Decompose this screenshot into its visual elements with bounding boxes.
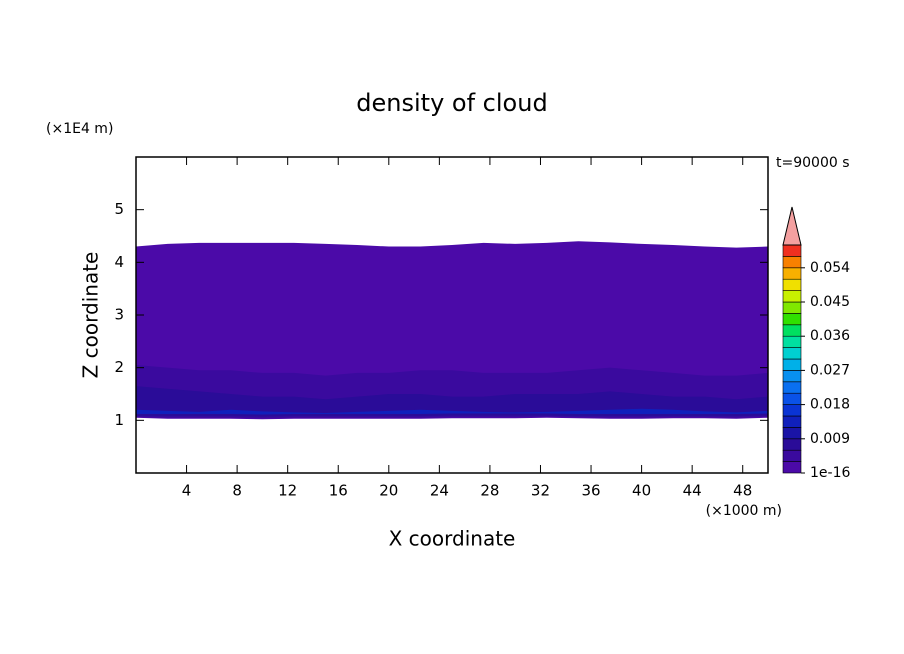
x-tick-label: 48 bbox=[733, 482, 752, 500]
y-axis-label: Z coordinate bbox=[79, 252, 103, 379]
colorbar-level bbox=[782, 256, 802, 269]
contour-fill bbox=[136, 408, 768, 415]
colorbar-level bbox=[782, 392, 802, 405]
x-tick-label: 28 bbox=[480, 482, 499, 500]
y-tick-label: 1 bbox=[114, 411, 124, 429]
colorbar-level bbox=[782, 290, 802, 303]
colorbar-level bbox=[782, 415, 802, 428]
colorbar-label: 0.054 bbox=[810, 260, 850, 276]
colorbar-level bbox=[782, 427, 802, 440]
colorbar-level bbox=[782, 381, 802, 394]
y-tick-label: 5 bbox=[114, 200, 124, 218]
colorbar-label: 0.027 bbox=[810, 362, 850, 378]
time-label: t=90000 s bbox=[776, 155, 850, 171]
x-tick-label: 4 bbox=[182, 482, 192, 500]
colorbar-level bbox=[782, 267, 802, 280]
colorbar-extension bbox=[782, 206, 802, 246]
x-tick-label: 40 bbox=[632, 482, 651, 500]
x-unit: (×1000 m) bbox=[706, 503, 782, 519]
colorbar-level bbox=[782, 324, 802, 337]
colorbar-label: 0.018 bbox=[810, 397, 850, 413]
colorbar-label: 0.036 bbox=[810, 328, 850, 344]
colorbar-level bbox=[782, 347, 802, 360]
y-unit: (×1E4 m) bbox=[46, 121, 113, 137]
x-tick-label: 12 bbox=[278, 482, 297, 500]
colorbar-level bbox=[782, 449, 802, 462]
x-tick-label: 32 bbox=[531, 482, 550, 500]
colorbar-label: 1e-16 bbox=[810, 465, 850, 481]
x-tick-label: 16 bbox=[329, 482, 348, 500]
colorbar-level bbox=[782, 404, 802, 417]
x-tick-label: 36 bbox=[581, 482, 600, 500]
colorbar-label: 0.009 bbox=[810, 431, 850, 447]
y-tick-label: 2 bbox=[114, 358, 124, 376]
x-tick-label: 20 bbox=[379, 482, 398, 500]
colorbar-level bbox=[782, 358, 802, 371]
x-tick-label: 24 bbox=[430, 482, 449, 500]
chart-title: density of cloud bbox=[356, 89, 547, 117]
colorbar-level bbox=[782, 244, 802, 257]
colorbar-level bbox=[782, 461, 802, 474]
colorbar-level bbox=[782, 278, 802, 291]
y-tick-label: 4 bbox=[114, 253, 124, 271]
colorbar-level bbox=[782, 370, 802, 383]
colorbar-level bbox=[782, 301, 802, 314]
colorbar-level bbox=[782, 313, 802, 326]
x-tick-label: 44 bbox=[683, 482, 702, 500]
colorbar-level bbox=[782, 335, 802, 348]
colorbar-label: 0.045 bbox=[810, 294, 850, 310]
y-tick-label: 3 bbox=[114, 306, 124, 324]
x-axis-label: X coordinate bbox=[389, 527, 516, 551]
x-tick-label: 8 bbox=[232, 482, 242, 500]
colorbar-level bbox=[782, 438, 802, 451]
